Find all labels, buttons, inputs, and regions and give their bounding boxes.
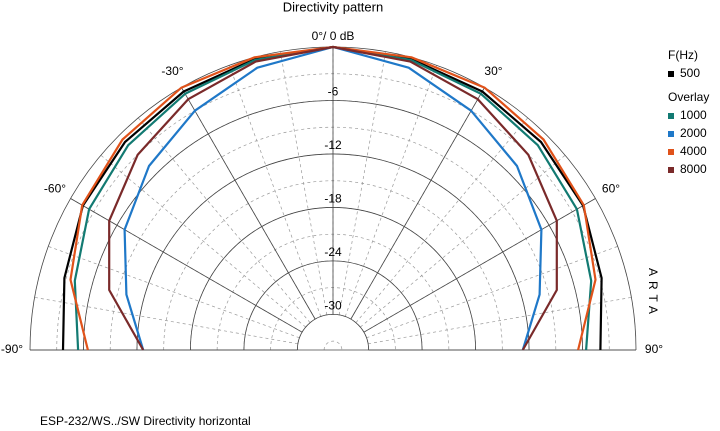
- footer: ESP-232/WS../SW Directivity horizontal: [40, 414, 251, 428]
- minor-spoke: [338, 51, 386, 315]
- chart-title: Directivity pattern: [283, 0, 383, 14]
- minor-spoke: [34, 297, 298, 345]
- minor-spoke: [368, 297, 632, 345]
- minor-spoke: [48, 246, 300, 339]
- minor-ring: [56, 73, 610, 351]
- legend-title: F(Hz): [668, 48, 698, 62]
- top-label: 0°/ 0 dB: [312, 29, 355, 43]
- r-tick-label: -18: [324, 192, 342, 206]
- minor-spoke: [137, 117, 311, 323]
- angle-label: -30°: [161, 64, 183, 78]
- legend-label: 8000: [680, 162, 707, 176]
- minor-spoke: [280, 51, 328, 315]
- angle-label: 90°: [645, 342, 663, 356]
- legend-label: 4000: [680, 144, 707, 158]
- r-tick-label: -24: [324, 245, 342, 259]
- legend-swatch: [668, 167, 674, 173]
- plot: [61, 45, 603, 351]
- legend-label: 2000: [680, 126, 707, 140]
- legend-swatch: [668, 71, 674, 77]
- minor-spoke: [366, 246, 618, 339]
- r-tick-label: -30: [324, 299, 342, 313]
- angle-label: 60°: [602, 182, 620, 196]
- minor-spoke: [360, 154, 566, 328]
- ring-grid: [296, 314, 370, 351]
- overlay-title: Overlay: [668, 90, 709, 104]
- angle-label: -60°: [44, 182, 66, 196]
- angle-label: -90°: [1, 342, 23, 356]
- minor-spoke: [344, 65, 437, 317]
- minor-ring: [323, 340, 343, 351]
- angle-label: 30°: [484, 64, 502, 78]
- legend-swatch: [668, 113, 674, 119]
- legend-label: 500: [680, 66, 700, 80]
- minor-spoke: [229, 65, 322, 317]
- legend-swatch: [668, 131, 674, 137]
- legend-swatch: [668, 149, 674, 155]
- spoke: [70, 198, 303, 333]
- spoke: [363, 198, 596, 333]
- minor-spoke: [100, 154, 306, 328]
- legend-label: 1000: [680, 108, 707, 122]
- minor-spoke: [355, 117, 529, 323]
- spoke: [350, 87, 485, 320]
- minor-ring: [297, 314, 369, 351]
- side-label: ARTA: [646, 268, 660, 319]
- r-tick-label: -12: [324, 138, 342, 152]
- series-line: [108, 45, 558, 351]
- r-tick-label: -6: [328, 85, 339, 99]
- spoke: [181, 87, 316, 320]
